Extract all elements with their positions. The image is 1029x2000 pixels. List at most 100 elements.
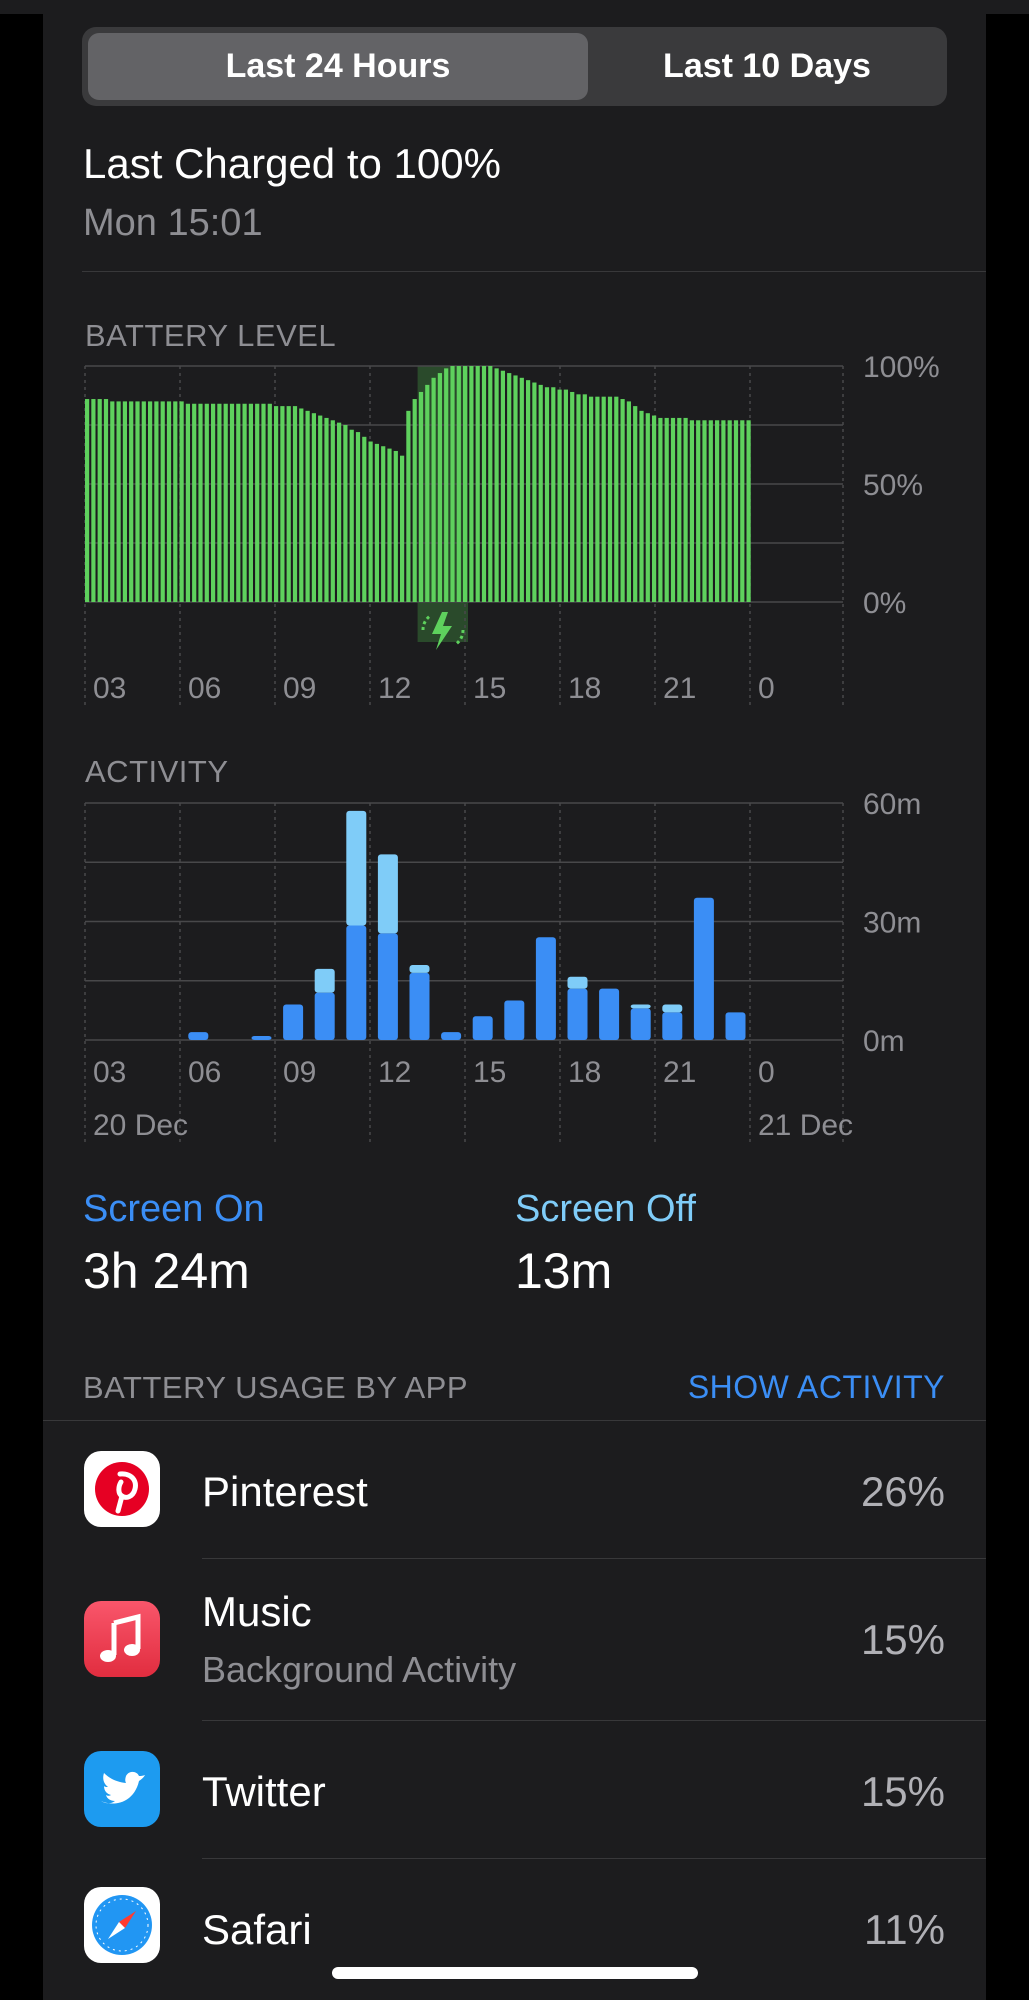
music-note-icon (84, 1601, 160, 1677)
battery-bar (267, 403, 272, 602)
battery-bar (727, 420, 732, 602)
app-name: Twitter (202, 1768, 326, 1815)
battery-level-label: BATTERY LEVEL (85, 318, 337, 353)
battery-bar (116, 401, 121, 602)
battery-bar (286, 406, 291, 602)
screen-off-label: Screen Off (515, 1188, 696, 1230)
x-tick-label: 09 (283, 1056, 316, 1089)
app-name: Safari (202, 1906, 312, 1953)
battery-bar (141, 401, 146, 602)
show-activity-button[interactable]: SHOW ACTIVITY (687, 1369, 945, 1405)
battery-bar (229, 403, 235, 602)
battery-bar (103, 399, 109, 602)
x-tick-label: 03 (93, 672, 126, 705)
battery-bar (444, 368, 449, 602)
battery-bar (374, 443, 379, 602)
app-row-pinterest[interactable]: Pinterest 26% (43, 1420, 986, 1558)
battery-bar (248, 403, 253, 602)
battery-bar (557, 389, 562, 602)
battery-bar (626, 401, 631, 602)
screen-on-bar (630, 1008, 651, 1040)
battery-bar (217, 403, 222, 602)
y-tick-label: 100% (863, 351, 940, 384)
battery-bar (513, 375, 518, 602)
battery-bar (85, 399, 90, 602)
x-tick-label: 12 (378, 1056, 411, 1089)
tab-last-24-hours[interactable]: Last 24 Hours (88, 33, 588, 100)
battery-bar (122, 401, 127, 602)
battery-bar (412, 399, 417, 602)
battery-bar (708, 420, 713, 602)
screen-on-value: 3h 24m (83, 1243, 250, 1299)
battery-bar (292, 406, 298, 602)
battery-bar (355, 432, 361, 602)
app-row-music[interactable]: Music Background Activity 15% (43, 1558, 986, 1720)
app-row-twitter[interactable]: Twitter 15% (43, 1720, 986, 1858)
battery-bar (255, 403, 260, 602)
battery-bar (362, 436, 367, 602)
twitter-bird-icon (84, 1751, 160, 1827)
battery-bar (563, 389, 568, 602)
battery-bar (469, 366, 474, 602)
battery-bar (633, 406, 638, 602)
battery-bar (135, 401, 140, 602)
battery-bar (343, 425, 348, 602)
last-charged-title: Last Charged to 100% (83, 140, 501, 187)
battery-bar (330, 420, 335, 602)
screen-on-bar (314, 992, 335, 1040)
battery-bar (614, 396, 619, 602)
battery-bar (715, 420, 720, 602)
battery-bar (601, 396, 606, 602)
battery-bar (551, 387, 556, 602)
battery-bar (645, 413, 650, 602)
battery-bar (488, 366, 493, 602)
screen-on-bar (346, 925, 367, 1040)
battery-bar (639, 410, 644, 602)
screen-on-bar (283, 1004, 304, 1040)
charging-bolt-shape (432, 612, 452, 650)
screen-on-bar (662, 1012, 683, 1040)
battery-bar (494, 368, 499, 602)
battery-bar (595, 396, 600, 602)
y-tick-label: 0m (863, 1025, 905, 1058)
battery-bar (500, 370, 505, 602)
y-tick-label: 0% (863, 587, 906, 620)
app-row-safari[interactable]: Safari 11% (43, 1858, 986, 2000)
battery-bar (425, 384, 430, 602)
battery-bar (324, 417, 329, 602)
x-tick-label: 0 (758, 1056, 775, 1089)
battery-bar (393, 450, 398, 602)
screen-on-bar (504, 1000, 525, 1040)
charts-canvas: 100% 50% 0% 03 06 09 12 15 18 21 0 60m 30m 0m 03 06 09 12… (84, 351, 940, 1145)
pinterest-icon (84, 1451, 160, 1527)
battery-bar (211, 403, 216, 602)
battery-bar (349, 429, 354, 602)
charging-arc (421, 614, 465, 646)
battery-bar (475, 366, 480, 602)
tab-last-10-days[interactable]: Last 10 Days (663, 47, 871, 85)
x-tick-label: 15 (473, 1056, 506, 1089)
battery-bar (318, 415, 323, 602)
screen-off-bar (409, 964, 430, 973)
x-tick-label: 03 (93, 1056, 126, 1089)
screen-on-bar (409, 972, 430, 1040)
battery-bar (450, 366, 455, 602)
battery-bar (740, 420, 745, 602)
battery-bar (91, 399, 96, 602)
battery-bar (702, 420, 707, 602)
home-indicator[interactable] (332, 1967, 698, 1979)
activity-label: ACTIVITY (85, 754, 229, 789)
battery-bar (261, 403, 266, 602)
app-percent: 15% (860, 1616, 945, 1663)
battery-bar (658, 417, 663, 602)
battery-bar (185, 403, 190, 602)
battery-bar (507, 373, 512, 602)
screen-off-bar (377, 854, 398, 934)
screen-on-bar (251, 1036, 272, 1040)
x-tick-label: 15 (473, 672, 506, 705)
battery-bar (110, 401, 115, 602)
screen-off-value: 13m (515, 1243, 613, 1299)
y-tick-label: 50% (863, 469, 923, 502)
screen-on-bar (472, 1016, 493, 1040)
battery-bar (544, 387, 550, 602)
